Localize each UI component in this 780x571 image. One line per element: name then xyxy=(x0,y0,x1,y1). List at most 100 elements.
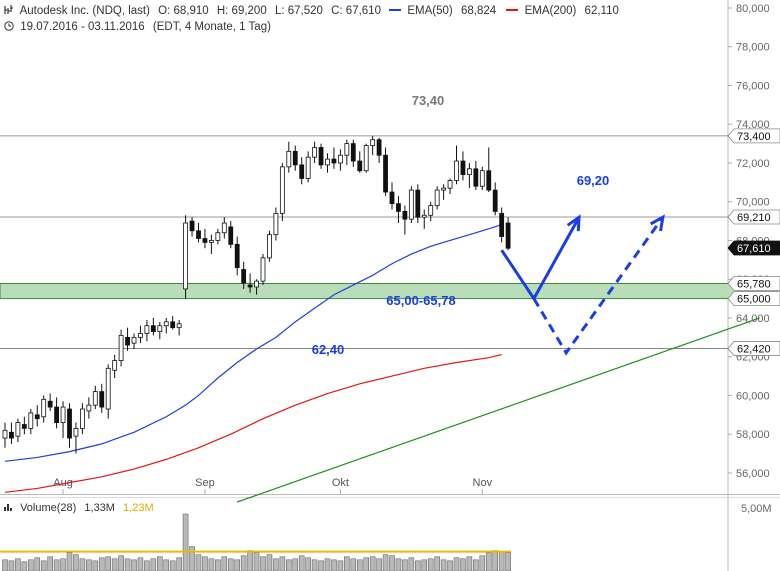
candle-body xyxy=(73,427,79,437)
support-zone xyxy=(0,282,778,300)
candle-body xyxy=(92,391,98,406)
ema50-line xyxy=(4,224,502,462)
volume-bar xyxy=(27,559,34,571)
y-tick-label: 56,000 xyxy=(736,468,770,480)
instrument-name: Autodesk Inc. (NDQ, last) xyxy=(19,5,150,17)
candle-body xyxy=(196,230,201,239)
volume-bar xyxy=(260,556,266,571)
volume-bar xyxy=(311,559,318,571)
volume-label: Volume(28) xyxy=(20,502,77,514)
chart-header: Autodesk Inc. (NDQ, last) O: 68,910 H: 6… xyxy=(4,5,624,17)
candle-body xyxy=(183,222,189,290)
volume-bar xyxy=(73,554,79,571)
x-tick-label: Sep xyxy=(195,477,215,489)
volume-bar xyxy=(427,558,434,571)
candle-body xyxy=(460,160,466,176)
volume-bar xyxy=(176,557,182,571)
volume-bar xyxy=(324,558,331,571)
volume-bar xyxy=(144,560,150,571)
candle-body xyxy=(486,170,492,191)
candle-body xyxy=(505,222,511,249)
volume-bar xyxy=(15,558,21,571)
candle-body xyxy=(370,139,376,146)
ema200-line xyxy=(4,353,502,493)
candle-body xyxy=(189,220,195,232)
volume-bar xyxy=(47,556,53,571)
volume-bar xyxy=(479,555,486,571)
candle-body xyxy=(41,398,47,418)
price-tag-box xyxy=(727,128,780,144)
candle-body xyxy=(312,147,318,158)
candle-body xyxy=(260,257,266,282)
candle-body xyxy=(99,391,105,408)
candle-body xyxy=(144,325,150,334)
date-range: 19.07.2016 - 03.11.2016 xyxy=(20,21,145,33)
candle-body xyxy=(402,211,408,220)
chart-bars-icon xyxy=(4,5,14,15)
candles-group xyxy=(2,135,511,454)
volume-bar xyxy=(234,559,240,571)
volume-bar xyxy=(460,558,466,571)
candle-body xyxy=(408,189,414,220)
candle-body xyxy=(2,429,8,439)
volume-bar xyxy=(247,550,253,571)
annotation-label: 65,00-65,78 xyxy=(386,293,455,308)
ema50-swatch xyxy=(389,9,402,11)
candle-body xyxy=(34,414,40,420)
volume-bar xyxy=(473,559,479,571)
volume-bar xyxy=(279,556,286,571)
ema200-swatch xyxy=(506,9,519,11)
trendline xyxy=(237,317,760,503)
y-tick-label: 58,000 xyxy=(736,429,770,441)
volume-bar xyxy=(227,558,234,571)
candle-body xyxy=(357,160,363,172)
volume-bar xyxy=(21,561,28,571)
candle-body xyxy=(247,284,253,288)
candle-body xyxy=(118,334,124,361)
candle-body xyxy=(344,143,350,156)
ema200-label: EMA(200) xyxy=(524,5,577,17)
candle-body xyxy=(54,406,59,423)
candle-body xyxy=(15,422,21,437)
high-value: H: 69,200 xyxy=(216,5,267,17)
candle-body xyxy=(376,139,382,156)
candle-body xyxy=(363,145,369,172)
candle-body xyxy=(466,168,472,176)
candle-body xyxy=(176,323,182,329)
ema200-value: 62,110 xyxy=(584,5,619,17)
volume-bar xyxy=(273,558,279,571)
annotation-label: 62,40 xyxy=(312,342,345,357)
volume-bars-group xyxy=(2,513,511,571)
volume-bar xyxy=(389,555,395,571)
candle-body xyxy=(28,412,34,429)
candle-body xyxy=(273,212,279,236)
volume-bar xyxy=(253,552,260,571)
volume-bar xyxy=(369,556,376,571)
volume-bar xyxy=(66,552,73,571)
volume-bar xyxy=(202,556,208,571)
volume-bar xyxy=(182,513,189,571)
volume-bar xyxy=(344,556,350,571)
volume-bar xyxy=(395,558,402,571)
volume-bar xyxy=(240,555,247,571)
volume-bar xyxy=(111,558,118,571)
chart-subheader: 19.07.2016 - 03.11.2016 (EDT, 4 Monate, … xyxy=(4,21,276,33)
volume-bar xyxy=(221,556,228,571)
volume-bar xyxy=(118,555,124,571)
candle-body xyxy=(67,408,72,439)
volume-bar xyxy=(440,559,447,571)
x-tick-label: Nov xyxy=(473,477,493,489)
candle-body xyxy=(125,336,130,346)
y-tick-label: 76,000 xyxy=(736,80,770,92)
volume-bar xyxy=(331,559,337,571)
projection-arrow-solid xyxy=(500,216,581,302)
candle-body xyxy=(170,321,176,329)
y-tick-label: 72,000 xyxy=(736,158,770,170)
volume-bar xyxy=(8,560,15,571)
volume-bar xyxy=(505,552,511,571)
volume-bar xyxy=(356,559,363,571)
open-value: O: 68,910 xyxy=(158,5,209,17)
candle-body xyxy=(337,154,343,164)
price-tag-label: 65,780 xyxy=(737,278,771,290)
